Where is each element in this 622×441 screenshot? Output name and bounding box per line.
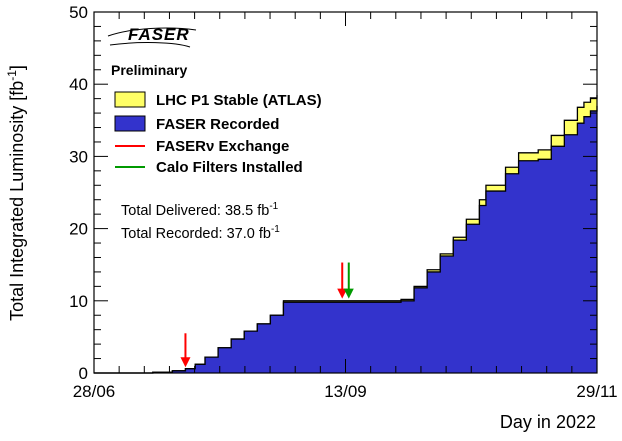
legend-label-lhc: LHC P1 Stable (ATLAS) [156, 92, 322, 109]
legend-swatch-lhc [114, 91, 146, 108]
y-tick-label: 0 [79, 364, 88, 383]
y-tick-label: 30 [69, 147, 88, 166]
logo-swoosh [107, 27, 197, 48]
y-tick-label: 20 [69, 220, 88, 239]
y-axis-title: Total Integrated Luminosity [fb-1] [5, 65, 27, 321]
x-tick-label: 29/11 [576, 382, 617, 401]
y-tick-label: 50 [69, 3, 88, 22]
legend-label-calo: Calo Filters Installed [156, 159, 303, 176]
legend-swatch-faser [114, 115, 146, 132]
faser-recorded-outline [94, 105, 598, 374]
total-recorded-text: Total Recorded: 37.0 fb-1 [121, 224, 280, 242]
faserv-exchange-arrow-head [180, 357, 191, 368]
x-tick-label: 13/09 [324, 382, 367, 401]
y-tick-label: 10 [69, 292, 88, 311]
tick-layer: 0 10 20 30 40 50 28/06 13/09 29/11 [69, 3, 618, 401]
legend-label-faser: FASER Recorded [156, 116, 279, 133]
faserv-exchange-arrow-head [337, 288, 348, 299]
x-tick-label: 28/06 [73, 382, 116, 401]
legend: LHC P1 Stable (ATLAS) FASER Recorded FAS… [114, 91, 322, 176]
total-delivered-text: Total Delivered: 38.5 fb-1 [121, 201, 279, 219]
legend-label-exchange: FASERν Exchange [156, 138, 289, 155]
x-axis-title: Day in 2022 [500, 412, 596, 432]
y-tick-label: 40 [69, 75, 88, 94]
calo-filter-arrow-head [343, 288, 354, 299]
marker-layer [180, 262, 354, 368]
faser-recorded-area [94, 105, 597, 374]
area-layer [94, 95, 598, 374]
faser-logo: FASER [107, 25, 197, 48]
preliminary-label: Preliminary [111, 62, 187, 78]
logo-text: FASER [128, 25, 190, 44]
